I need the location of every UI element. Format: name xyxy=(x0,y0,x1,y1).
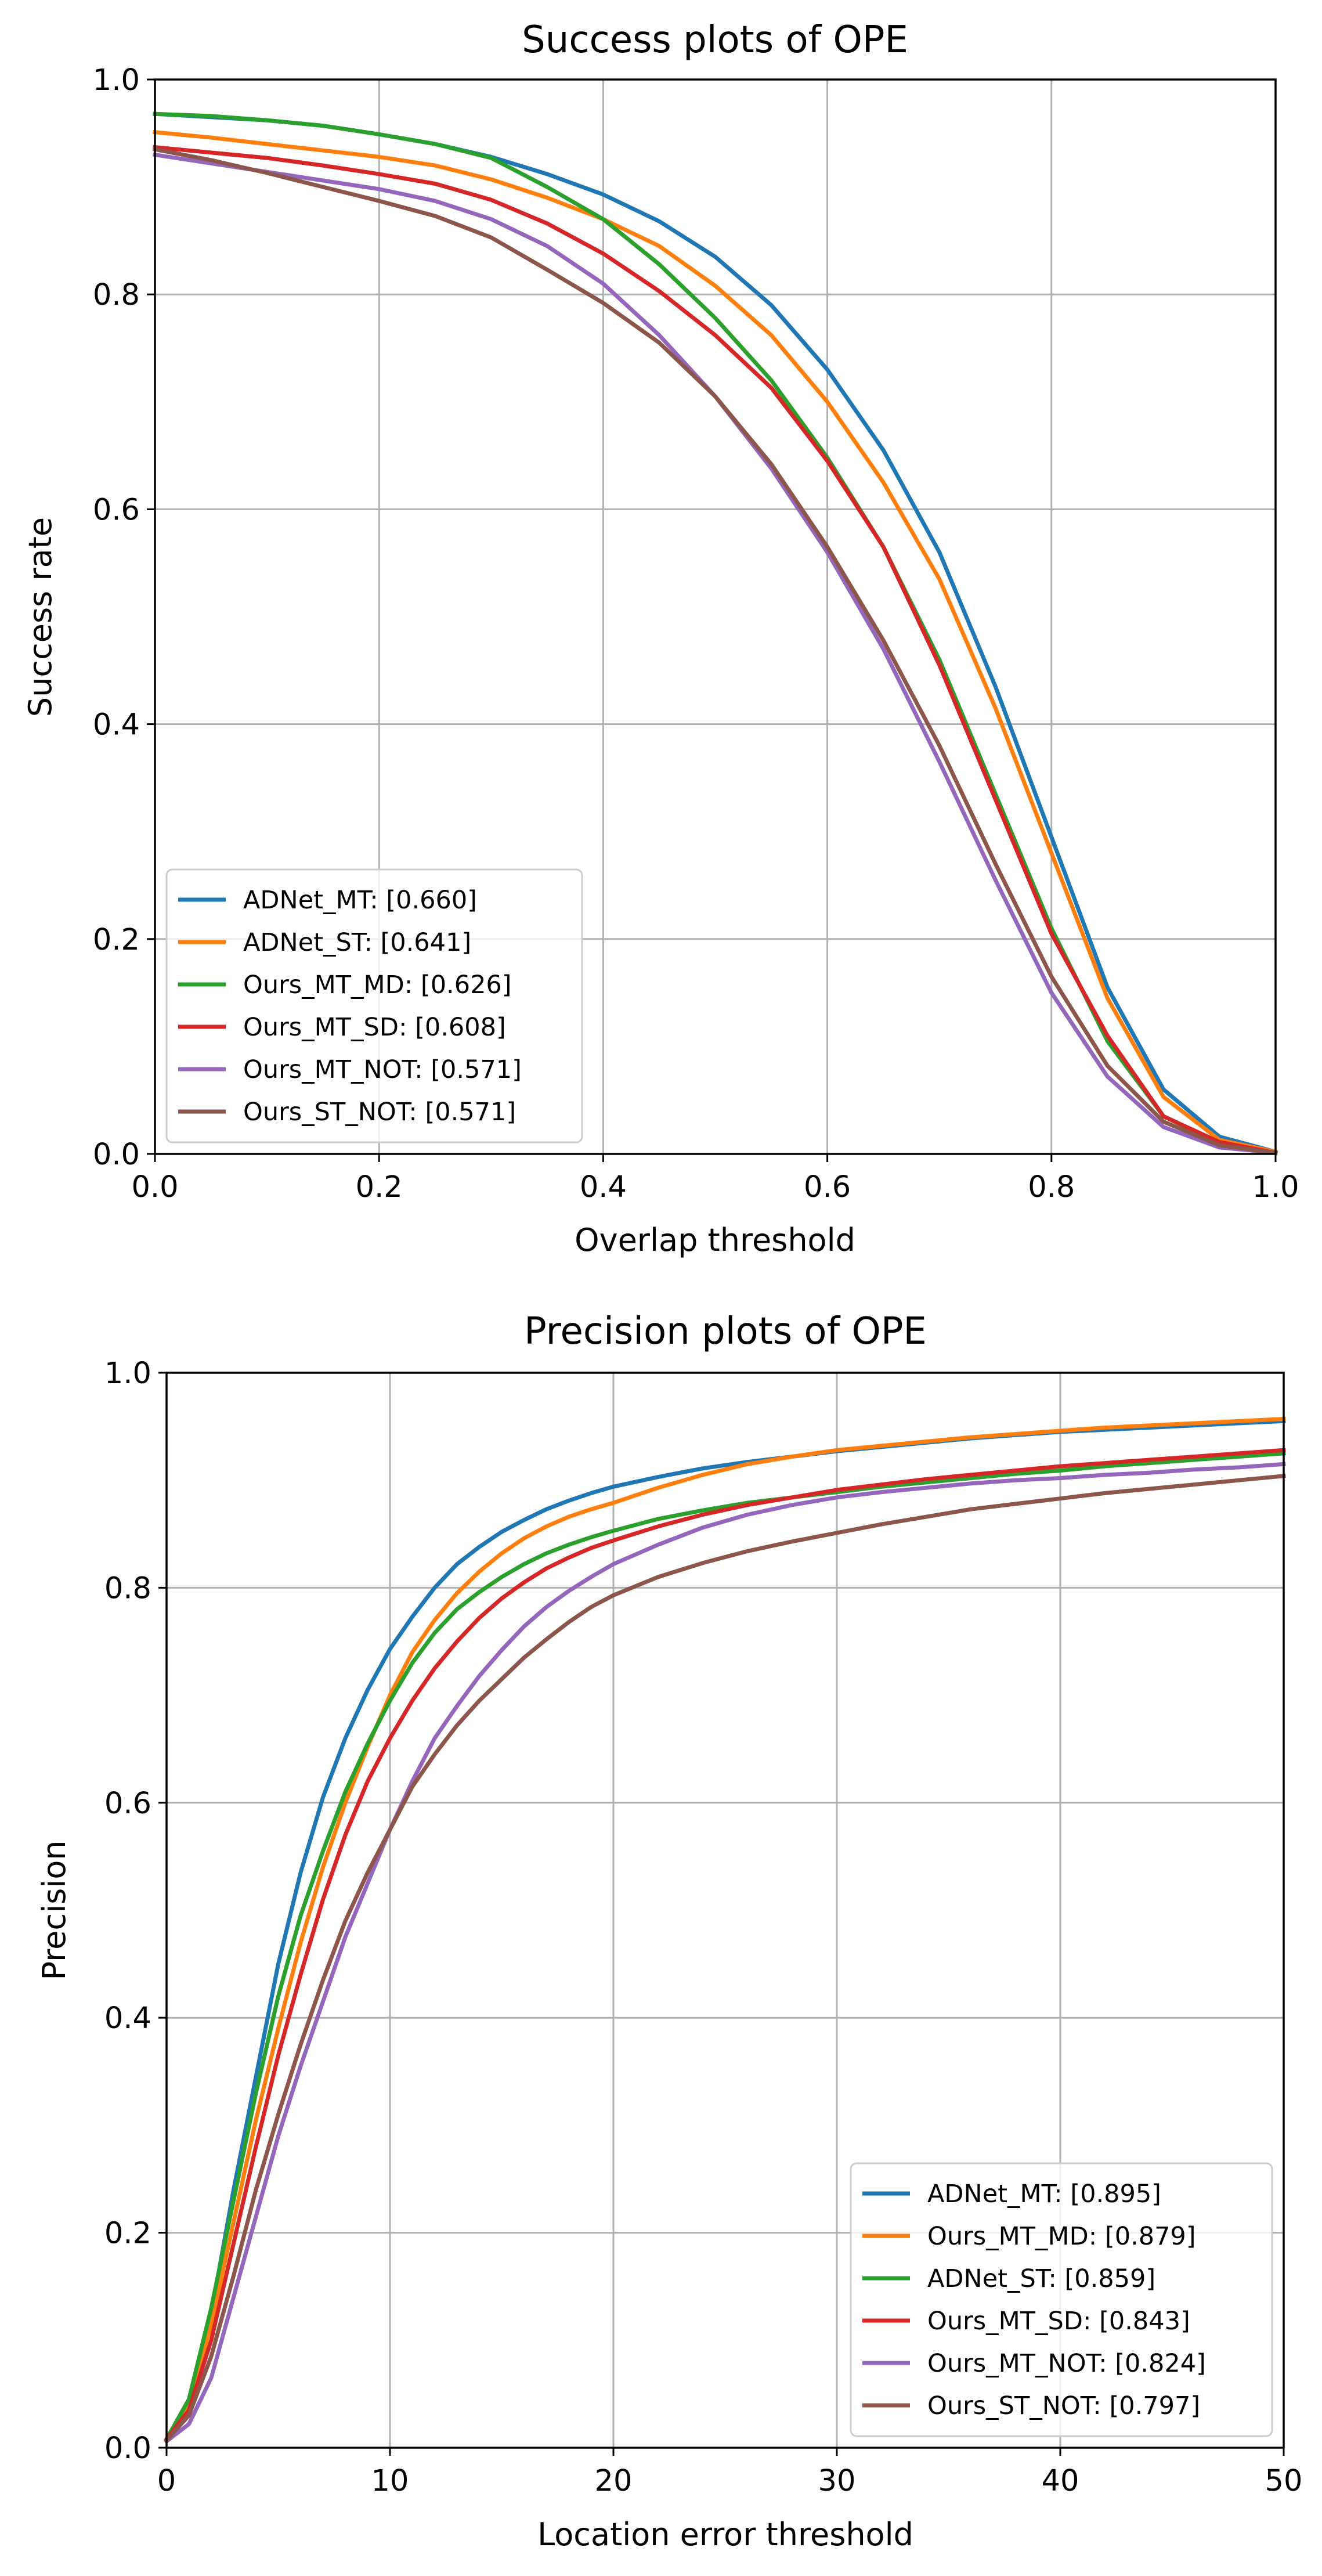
precision-legend-label: ADNet_ST: [0.859] xyxy=(927,2264,1155,2293)
success-series-line-adnet-st xyxy=(153,129,1278,1154)
precision-x-tick-label: 10 xyxy=(371,2464,409,2498)
success-y-ticks: 0.0 0.2 0.4 0.6 0.8 1.0 xyxy=(93,63,155,1172)
success-x-tick-label: 0.4 xyxy=(580,1170,627,1204)
success-y-tick-label: 0.6 xyxy=(93,493,140,527)
success-legend: ADNet_MT: [0.660] ADNet_ST: [0.641] Ours_M… xyxy=(165,868,583,1143)
success-x-tick-label: 0.8 xyxy=(1028,1170,1075,1204)
success-y-tick-label: 0.8 xyxy=(93,278,140,312)
precision-x-tick-label: 20 xyxy=(595,2464,633,2498)
success-y-tick-label: 0.4 xyxy=(93,708,140,742)
precision-y-tick-label: 0.2 xyxy=(104,2217,151,2251)
success-series-line-ours-mt-sd xyxy=(153,145,1278,1156)
precision-chart-title: Precision plots of OPE xyxy=(524,1310,927,1353)
success-y-axis-label: Success rate xyxy=(22,517,59,717)
precision-x-tick-label: 50 xyxy=(1265,2464,1303,2498)
precision-y-tick-label: 0.4 xyxy=(104,2001,151,2036)
precision-y-axis-label: Precision xyxy=(36,1841,73,1980)
success-chart-title: Success plots of OPE xyxy=(522,19,908,62)
success-x-tick-label: 0.0 xyxy=(131,1170,178,1204)
precision-y-tick-label: 0.0 xyxy=(104,2431,151,2466)
success-y-tick-label: 1.0 xyxy=(93,63,140,98)
success-x-axis-label: Overlap threshold xyxy=(575,1222,855,1258)
precision-chart: Precision plots of OPE 0 10 20 30 40 50 0.00.… xyxy=(36,1310,1302,2553)
success-legend-label: Ours_ST_NOT: [0.571] xyxy=(243,1098,516,1127)
success-legend-box xyxy=(165,868,583,1143)
precision-x-tick-label: 30 xyxy=(818,2464,856,2498)
success-legend-label: Ours_MT_NOT: [0.571] xyxy=(243,1055,522,1084)
precision-legend: ADNet_MT: [0.895] Ours_MT_MD: [0.879] ADNe… xyxy=(850,2162,1273,2437)
precision-plot-frame xyxy=(165,1372,1285,2449)
precision-x-ticks: 0 10 20 30 40 50 xyxy=(157,2448,1303,2498)
precision-x-tick-label: 40 xyxy=(1042,2464,1079,2498)
precision-y-ticks: 0.0 0.2 0.4 0.6 0.8 1.0 xyxy=(104,1356,167,2466)
precision-series-line-ours-mt-md xyxy=(164,1416,1286,2442)
success-x-tick-label: 0.6 xyxy=(804,1170,851,1204)
success-legend-label: Ours_MT_MD: [0.626] xyxy=(243,970,512,1000)
precision-legend-label: ADNet_MT: [0.895] xyxy=(927,2180,1161,2209)
precision-y-tick-label: 1.0 xyxy=(104,1356,151,1391)
precision-y-tick-label: 0.8 xyxy=(104,1571,151,1606)
precision-series-lines xyxy=(164,1416,1286,2444)
success-x-ticks: 0.0 0.2 0.4 0.6 0.8 1.0 xyxy=(131,1154,1299,1204)
precision-legend-label: Ours_MT_NOT: [0.824] xyxy=(927,2349,1206,2378)
precision-legend-label: Ours_MT_MD: [0.879] xyxy=(927,2222,1196,2251)
success-legend-label: ADNet_MT: [0.660] xyxy=(243,886,477,915)
success-x-tick-label: 1.0 xyxy=(1252,1170,1299,1204)
success-series-lines xyxy=(152,111,1278,1156)
precision-series-line-ours-mt-not xyxy=(164,1462,1286,2444)
precision-y-tick-label: 0.6 xyxy=(104,1787,151,1821)
precision-series-line-ours-st-not xyxy=(164,1473,1286,2443)
success-series-line-ours-st-not xyxy=(152,147,1278,1156)
precision-legend-label: Ours_ST_NOT: [0.797] xyxy=(927,2391,1200,2420)
success-x-tick-label: 0.2 xyxy=(356,1170,403,1204)
precision-series-line-ours-mt-sd xyxy=(164,1448,1286,2442)
success-legend-label: Ours_MT_SD: [0.608] xyxy=(243,1013,506,1042)
success-y-tick-label: 0.2 xyxy=(93,923,140,957)
success-legend-label: ADNet_ST: [0.641] xyxy=(243,928,471,957)
precision-legend-box xyxy=(850,2162,1273,2437)
precision-x-axis-label: Location error threshold xyxy=(537,2516,913,2553)
precision-legend-label: Ours_MT_SD: [0.843] xyxy=(927,2307,1190,2336)
precision-x-tick-label: 0 xyxy=(157,2464,176,2498)
precision-series-line-adnet-st xyxy=(164,1451,1286,2442)
success-plot-frame xyxy=(154,78,1277,1155)
success-chart: Success plots of OPE 0.0 0.2 0.4 0.6 0.8 1.0 … xyxy=(22,19,1299,1258)
success-y-tick-label: 0.0 xyxy=(93,1138,140,1172)
